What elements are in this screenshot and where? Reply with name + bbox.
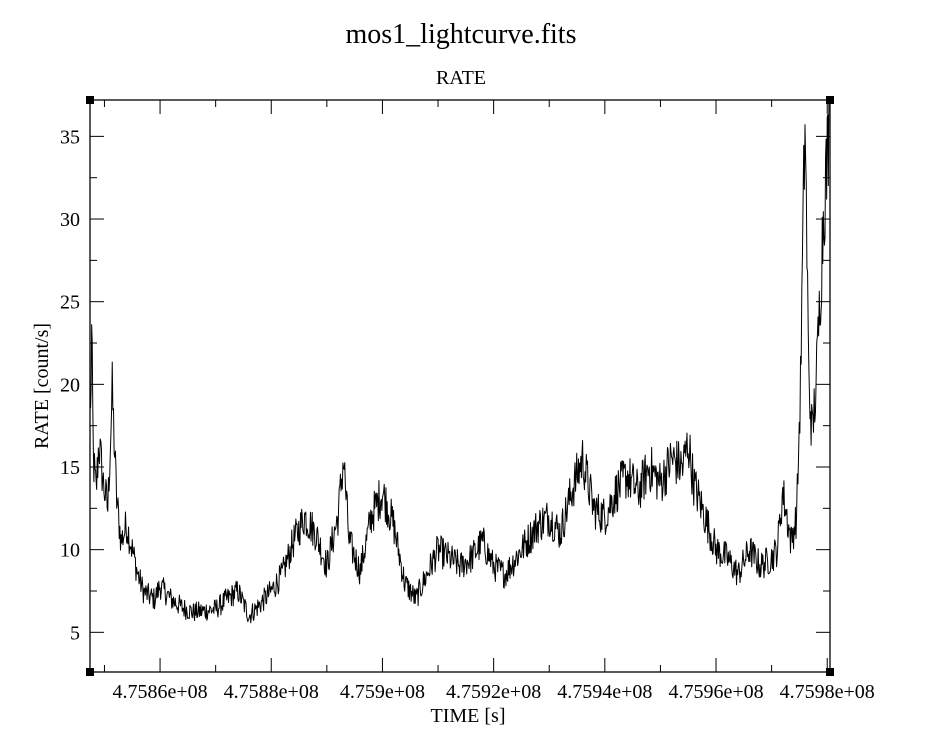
y-axis: 5 10 15 20 25 30 35 [60,126,830,644]
y-tick-label: 35 [60,126,80,148]
x-tick-label: 4.7598e+08 [780,681,875,703]
y-tick-label: 5 [70,622,80,644]
x-axis: 4.7586e+08 4.7588e+08 4.759e+08 4.7592e+08 4… [103,100,875,703]
corner-marker-bottom-left [86,668,94,676]
corner-marker-top-right [826,96,834,104]
x-tick-label: 4.759e+08 [340,681,425,703]
x-axis-label: TIME [s] [431,705,506,727]
corner-marker-top-left [86,96,94,104]
y-tick-label: 10 [60,540,80,562]
y-tick-label: 30 [60,209,80,231]
series-group [90,101,830,624]
x-tick-label: 4.7596e+08 [668,681,763,703]
chart-subtitle: RATE [436,67,486,89]
corner-markers [86,96,834,676]
series-line-rate [90,101,830,624]
y-axis-label: RATE [count/s] [31,323,53,449]
chart-title: mos1_lightcurve.fits [346,19,577,50]
corner-marker-bottom-right [826,668,834,676]
y-tick-label: 15 [60,457,80,479]
y-tick-label: 20 [60,374,80,396]
x-tick-label: 4.7586e+08 [112,681,207,703]
x-tick-label: 4.7592e+08 [446,681,541,703]
plot-frame [89,99,831,673]
y-tick-label: 25 [60,292,80,314]
x-tick-label: 4.7594e+08 [557,681,652,703]
x-tick-label: 4.7588e+08 [224,681,319,703]
